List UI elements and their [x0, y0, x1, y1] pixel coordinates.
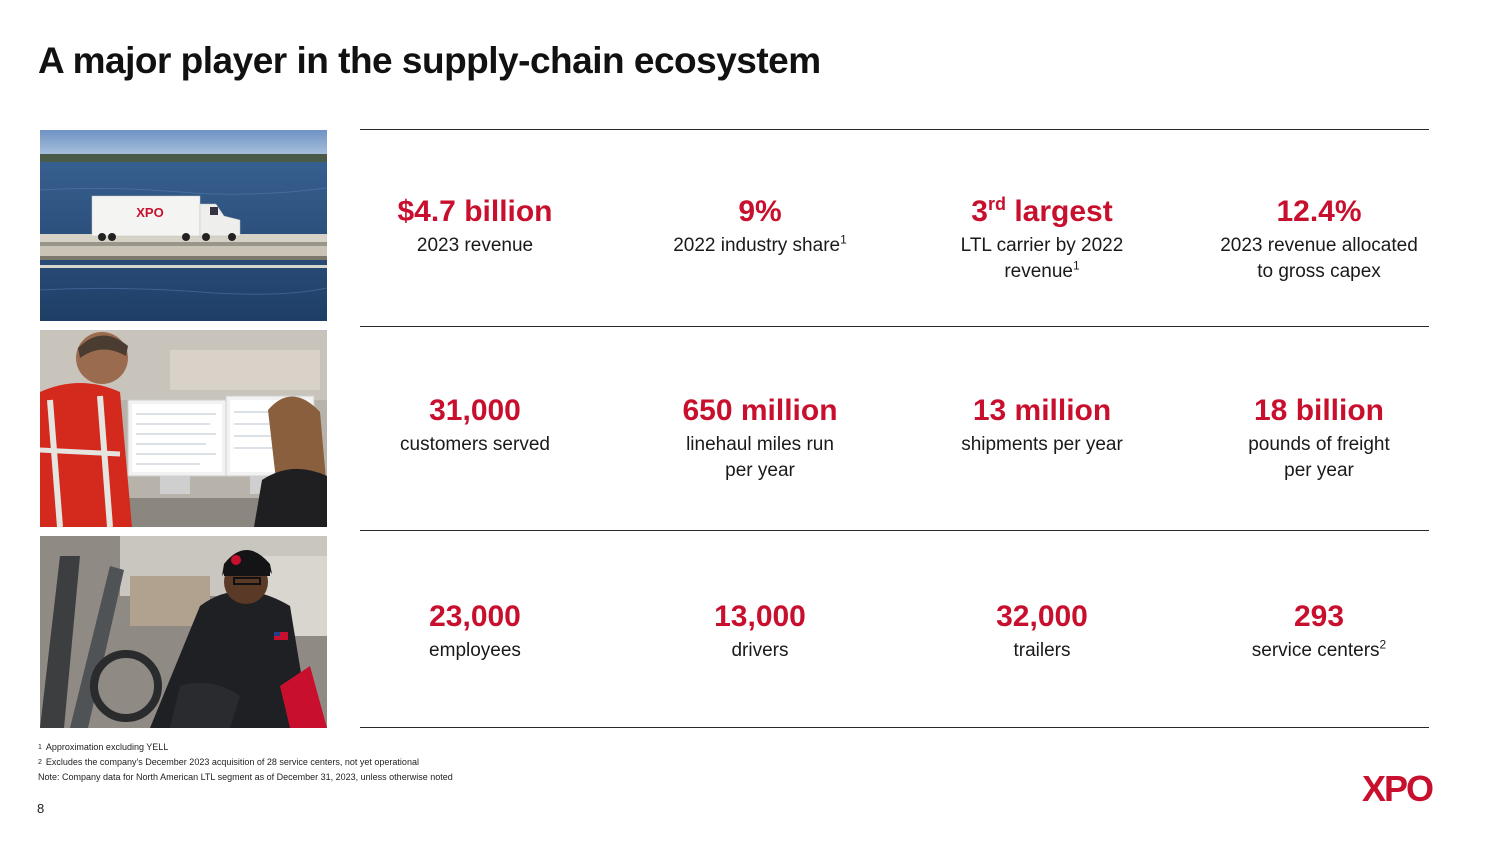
stat-value: 32,000	[996, 600, 1088, 633]
stat-revenue: $4.7 billion 2023 revenue	[345, 195, 605, 259]
stat-freight-pounds: 18 billion pounds of freight per year	[1189, 394, 1449, 484]
stat-value: 18 billion	[1253, 394, 1385, 427]
divider-top	[360, 129, 1429, 130]
stat-value-number: 3	[971, 195, 988, 228]
stat-label-line2: to gross capex	[1257, 261, 1381, 282]
stat-value: 13 million	[972, 394, 1112, 427]
stat-label: service centers2	[1189, 638, 1449, 664]
team-at-computers-photo	[40, 330, 327, 527]
stat-value-ordinal: rd	[987, 194, 1006, 214]
stat-label-line2: revenue	[1004, 261, 1073, 282]
stat-label: 2023 revenue	[416, 235, 534, 256]
stat-label: employees	[429, 640, 521, 661]
footnote-number: 1	[38, 744, 42, 751]
stat-trailers: 32,000 trailers	[912, 600, 1172, 664]
truck-on-bridge-photo: XPO	[40, 130, 327, 321]
trailer-logo-text: XPO	[136, 205, 163, 220]
stat-value: 293	[1293, 600, 1345, 633]
xpo-logo: XPO	[1352, 768, 1442, 809]
stat-label: drivers	[731, 640, 789, 661]
stat-label-line1: LTL carrier by 2022	[960, 235, 1124, 256]
stat-shipments: 13 million shipments per year	[912, 394, 1172, 458]
stat-value: 3rd largest	[912, 195, 1172, 229]
stat-value: 650 million	[682, 394, 838, 427]
stat-label-line1: pounds of freight	[1248, 434, 1390, 455]
stat-service-centers: 293 service centers2	[1189, 600, 1449, 664]
stat-ltl-rank: 3rd largest LTL carrier by 2022 revenue1	[912, 195, 1172, 285]
stat-label-line2: per year	[1284, 460, 1354, 481]
footnotes: 1 Approximation excluding YELL 2 Excludes …	[38, 740, 453, 785]
stat-value-rest: largest	[1005, 195, 1113, 228]
footnote-note: Note: Company data for North American LT…	[38, 772, 453, 782]
stat-value: 9%	[738, 195, 782, 228]
stat-customers: 31,000 customers served	[345, 394, 605, 458]
footnote-1: 1 Approximation excluding YELL	[38, 740, 453, 755]
stat-value: 23,000	[429, 600, 521, 633]
page-title: A major player in the supply-chain ecosy…	[38, 40, 821, 81]
stat-label: trailers	[1013, 640, 1071, 661]
stat-linehaul-miles: 650 million linehaul miles run per year	[630, 394, 890, 484]
footnote-text: Approximation excluding YELL	[45, 742, 169, 752]
divider-bottom	[360, 727, 1429, 728]
stat-label: pounds of freight per year	[1189, 432, 1449, 484]
stat-value: 12.4%	[1276, 195, 1362, 228]
footnote-text: Excludes the company’s December 2023 acq…	[45, 757, 419, 767]
stat-label: shipments per year	[961, 434, 1123, 455]
page-number: 8	[37, 801, 45, 816]
stat-value: $4.7 billion	[397, 195, 553, 228]
stat-label: customers served	[400, 434, 550, 455]
stat-label-line2: per year	[725, 460, 795, 481]
logo-text: XPO	[1362, 772, 1433, 804]
footnote-number: 2	[38, 759, 42, 766]
stat-label: LTL carrier by 2022 revenue1	[912, 233, 1172, 285]
stat-label-line1: 2023 revenue allocated	[1220, 235, 1418, 256]
stat-label-line1: linehaul miles run	[686, 434, 834, 455]
forklift-driver-photo	[40, 536, 327, 728]
stat-label-text: service centers	[1251, 640, 1380, 661]
stat-capex: 12.4% 2023 revenue allocated to gross ca…	[1189, 195, 1449, 285]
stat-employees: 23,000 employees	[345, 600, 605, 664]
footnote-ref: 1	[1072, 258, 1080, 273]
stat-drivers: 13,000 drivers	[630, 600, 890, 664]
stat-value: 13,000	[714, 600, 806, 633]
divider-row1	[360, 326, 1429, 327]
stat-label: 2023 revenue allocated to gross capex	[1189, 233, 1449, 285]
footnote-ref: 2	[1379, 637, 1387, 652]
footnote-ref: 1	[840, 232, 847, 247]
stat-industry-share: 9% 2022 industry share1	[630, 195, 890, 259]
stat-label: 2022 industry share1	[630, 233, 890, 259]
footnote-2: 2 Excludes the company’s December 2023 ac…	[38, 755, 453, 770]
stat-label-text: 2022 industry share	[673, 235, 841, 256]
divider-row2	[360, 530, 1429, 531]
stat-value: 31,000	[429, 394, 521, 427]
stat-label: linehaul miles run per year	[630, 432, 890, 484]
stat-label-line2-wrap: revenue1	[912, 259, 1172, 285]
